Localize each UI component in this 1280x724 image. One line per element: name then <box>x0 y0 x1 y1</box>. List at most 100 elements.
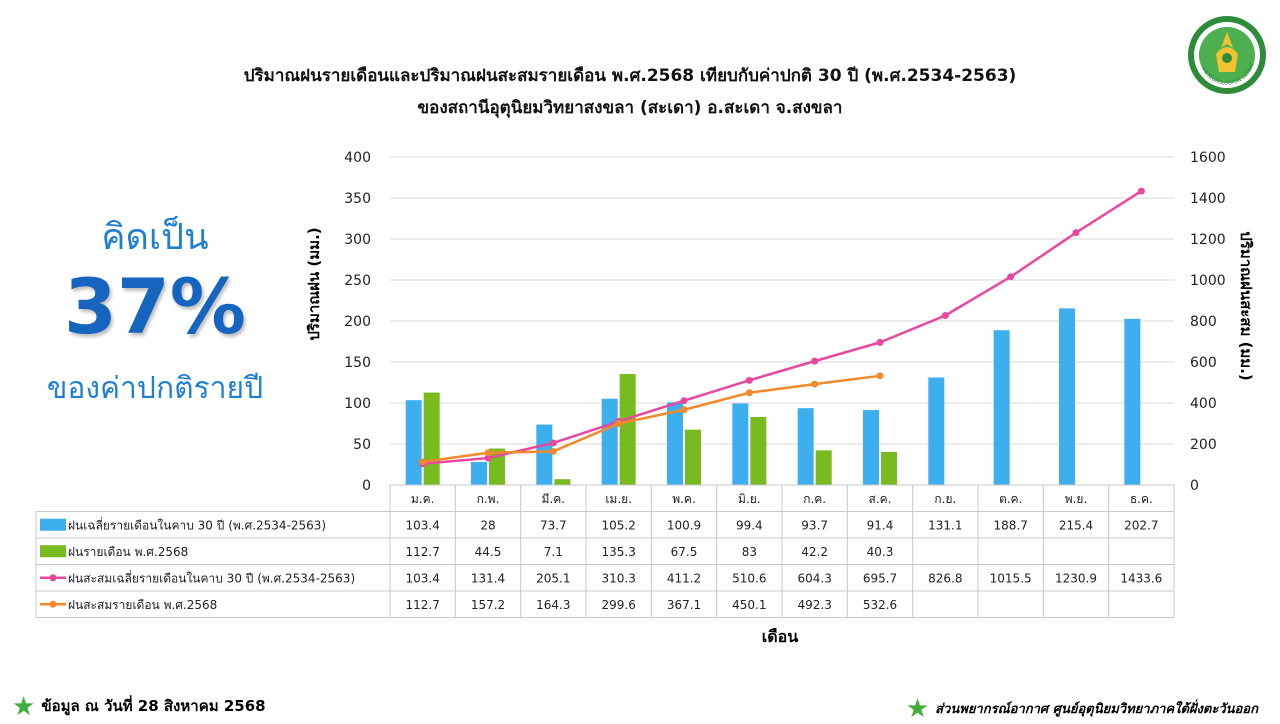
data-point <box>876 338 884 346</box>
y-right-tick-label: 600 <box>1190 355 1217 371</box>
bar <box>732 403 749 485</box>
legend-label: ฝนเฉลี่ยรายเดือนในคาบ 30 ปี (พ.ศ.2534-25… <box>68 516 326 532</box>
data-point <box>680 397 688 405</box>
data-value: 532.6 <box>863 598 897 612</box>
series-line <box>422 374 881 464</box>
data-point <box>745 376 753 384</box>
data-value: 299.6 <box>601 598 635 612</box>
x-tick-label: ก.ย. <box>934 492 956 506</box>
y-left-tick-label: 50 <box>353 437 371 453</box>
legend-label: ฝนรายเดือน พ.ศ.2568 <box>68 545 188 559</box>
y-right-tick-label: 1600 <box>1190 150 1226 166</box>
legend-key-marker <box>49 574 57 582</box>
data-value: 28 <box>480 518 495 532</box>
data-value: 1433.6 <box>1120 571 1162 585</box>
x-tick-label: พ.ค. <box>672 492 696 506</box>
data-value: 103.4 <box>405 571 439 585</box>
bar <box>554 479 571 485</box>
y-left-tick-label: 400 <box>344 150 371 166</box>
bar <box>928 377 945 485</box>
y-left-tick-label: 250 <box>344 273 371 289</box>
data-value: 215.4 <box>1059 518 1093 532</box>
data-point <box>1072 229 1080 237</box>
data-value: 695.7 <box>863 571 897 585</box>
data-point <box>419 458 427 466</box>
bar <box>993 330 1010 485</box>
data-point <box>745 389 753 397</box>
y-left-tick-label: 0 <box>362 478 371 494</box>
data-point <box>811 380 819 388</box>
bar <box>601 398 618 485</box>
data-value: 100.9 <box>667 518 701 532</box>
data-value: 1015.5 <box>990 571 1032 585</box>
bar <box>797 408 814 485</box>
chart-title-line-2: ของสถานีอุตุนิยมวิทยาสงขลา (สะเดา) อ.สะเ… <box>417 98 843 118</box>
data-value: 112.7 <box>405 598 439 612</box>
data-value: 202.7 <box>1124 518 1158 532</box>
legend-label: ฝนสะสมเฉลี่ยรายเดือนในคาบ 30 ปี (พ.ศ.253… <box>68 569 355 585</box>
side-note-bottom: ของค่าปกติรายปี <box>46 371 264 406</box>
data-value: 40.3 <box>867 545 894 559</box>
bar <box>1059 308 1075 485</box>
data-value: 112.7 <box>405 545 439 559</box>
data-point <box>484 449 492 457</box>
y-right-tick-label: 0 <box>1190 478 1199 494</box>
data-value: 73.7 <box>540 518 567 532</box>
data-value: 91.4 <box>867 518 894 532</box>
bar <box>619 374 636 485</box>
star-icon: ★ <box>905 694 930 724</box>
data-value: 44.5 <box>475 545 502 559</box>
x-tick-label: ส.ค. <box>869 492 892 506</box>
x-tick-label: พ.ย. <box>1065 492 1088 506</box>
footer-date-text: ข้อมูล ณ วันที่ 28 สิงหาคม 2568 <box>41 697 266 715</box>
y-right-tick-label: 400 <box>1190 396 1217 412</box>
data-value: 93.7 <box>801 518 828 532</box>
x-tick-label: มี.ค. <box>542 492 566 506</box>
y-left-tick-label: 100 <box>344 396 371 412</box>
data-value: 67.5 <box>671 545 698 559</box>
data-value: 164.3 <box>536 598 570 612</box>
bar <box>423 392 440 485</box>
data-value: 604.3 <box>797 571 831 585</box>
y-right-tick-label: 800 <box>1190 314 1217 330</box>
bar <box>863 410 879 485</box>
data-point <box>549 447 557 455</box>
data-value: 42.2 <box>801 545 828 559</box>
data-value: 310.3 <box>601 571 635 585</box>
data-value: 99.4 <box>736 518 763 532</box>
bar <box>536 424 553 485</box>
data-value: 1230.9 <box>1055 571 1097 585</box>
data-value: 131.4 <box>471 571 505 585</box>
data-value: 411.2 <box>667 571 701 585</box>
data-value: 105.2 <box>601 518 635 532</box>
x-tick-label: ก.พ. <box>477 492 500 506</box>
bar <box>667 402 683 485</box>
footer-source-text: ส่วนพยากรณ์อากาศ ศูนย์อุตุนิยมวิทยาภาคใต… <box>935 702 1258 717</box>
x-tick-label: ธ.ค. <box>1130 492 1153 506</box>
data-point <box>484 454 492 462</box>
y-right-tick-label: 200 <box>1190 437 1217 453</box>
data-value: 131.1 <box>928 518 962 532</box>
data-point <box>876 372 884 380</box>
x-tick-label: มิ.ย. <box>738 492 761 506</box>
legend-key-marker <box>49 600 57 608</box>
data-value: 205.1 <box>536 571 570 585</box>
legend-key <box>40 518 66 531</box>
data-value: 826.8 <box>928 571 962 585</box>
meteorological-department-seal-icon: METEOROLOGICAL DEPARTMENT <box>1186 14 1266 94</box>
data-value: 510.6 <box>732 571 766 585</box>
data-value: 188.7 <box>993 518 1027 532</box>
x-tick-label: เม.ย. <box>605 492 632 506</box>
data-value: 157.2 <box>471 598 505 612</box>
legend-key <box>40 545 66 558</box>
y-left-tick-label: 350 <box>344 191 371 207</box>
data-value: 450.1 <box>732 598 766 612</box>
data-value: 83 <box>742 545 757 559</box>
data-value: 367.1 <box>667 598 701 612</box>
y-left-tick-label: 150 <box>344 355 371 371</box>
y-right-tick-label: 1400 <box>1190 191 1226 207</box>
data-point <box>811 357 819 365</box>
bar <box>815 450 832 485</box>
y-right-tick-label: 1200 <box>1190 232 1226 248</box>
